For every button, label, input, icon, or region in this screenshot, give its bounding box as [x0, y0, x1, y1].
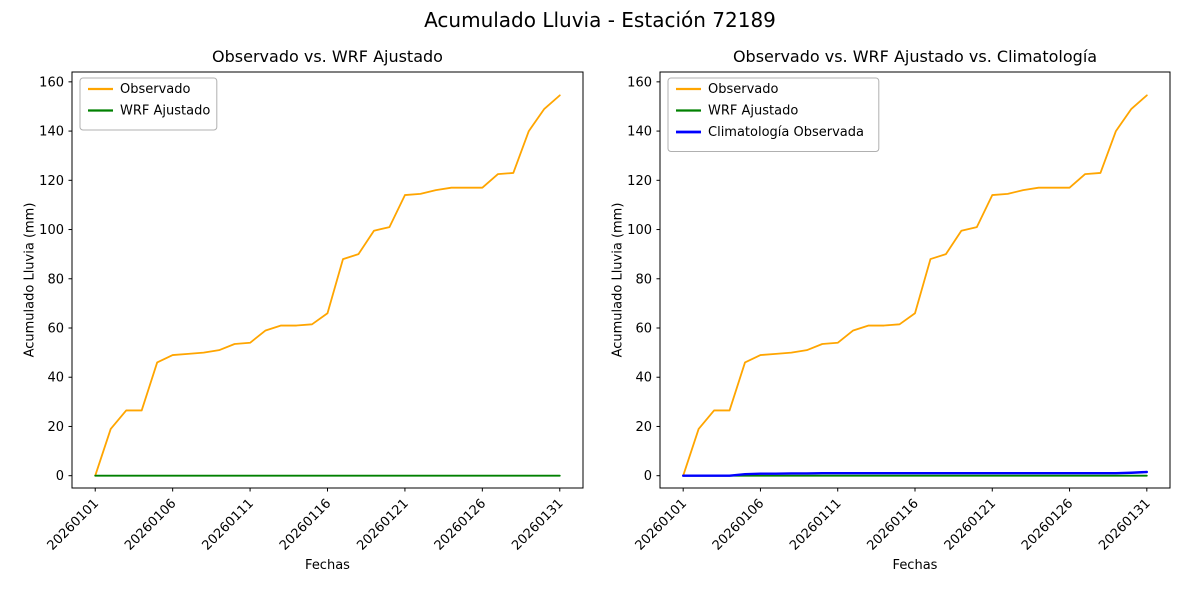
- figure-title: Acumulado Lluvia - Estación 72189: [424, 8, 776, 32]
- series-line-observado: [682, 94, 1148, 477]
- y-tick-label: 160: [627, 75, 652, 90]
- y-tick-label: 80: [635, 272, 652, 287]
- series-line-climatolog-a-observada: [681, 470, 1149, 477]
- y-tick-label: 0: [56, 469, 64, 484]
- x-tick-label: 20260131: [1096, 496, 1153, 553]
- y-tick-label: 40: [635, 371, 652, 386]
- legend-label: WRF Ajustado: [708, 104, 798, 119]
- x-tick-label: 20260121: [942, 496, 999, 553]
- x-tick-label: 20260106: [710, 496, 767, 553]
- y-tick-label: 100: [627, 223, 652, 238]
- x-tick-label: 20260101: [45, 496, 102, 553]
- x-tick-label: 20260101: [633, 496, 690, 553]
- legend-box: [667, 77, 880, 152]
- legend-box: [79, 77, 218, 131]
- y-tick-label: 80: [47, 272, 64, 287]
- y-tick-label: 40: [47, 371, 64, 386]
- left-x-axis-label: Fechas: [305, 558, 350, 573]
- axes-frame: [71, 71, 584, 489]
- right-x-axis-label: Fechas: [892, 558, 938, 573]
- y-tick-label: 60: [47, 322, 64, 337]
- y-tick-label: 140: [39, 125, 64, 140]
- y-tick-label: 140: [627, 125, 652, 140]
- y-tick-label: 20: [635, 420, 652, 435]
- y-tick-label: 60: [635, 322, 652, 337]
- legend-label: Observado: [708, 82, 779, 97]
- x-tick-label: 20260116: [864, 496, 921, 553]
- x-tick-label: 20260116: [277, 496, 334, 553]
- y-tick-label: 20: [47, 420, 64, 435]
- x-tick-label: 20260126: [1019, 496, 1076, 553]
- x-tick-label: 20260111: [787, 496, 844, 553]
- y-tick-label: 120: [627, 174, 652, 189]
- x-tick-label: 20260111: [200, 496, 257, 553]
- y-tick-label: 0: [644, 469, 652, 484]
- left-subplot-title: Observado vs. WRF Ajustado: [212, 47, 443, 66]
- series-line-observado: [94, 94, 561, 477]
- right-subplot-title: Observado vs. WRF Ajustado vs. Climatolo…: [732, 47, 1098, 66]
- y-tick-label: 100: [39, 223, 64, 238]
- left-subplot: 0 20 40 60 80 100 120 140 160 20260101 20260106 202…: [39, 71, 584, 554]
- legend-label: Climatología Observada: [708, 125, 864, 140]
- legend-label: WRF Ajustado: [120, 104, 210, 119]
- x-tick-label: 20260131: [509, 496, 566, 553]
- y-tick-label: 160: [39, 75, 64, 90]
- x-tick-label: 20260126: [432, 496, 489, 553]
- x-tick-label: 20260106: [122, 496, 179, 553]
- right-subplot: 0 20 40 60 80 100 120 140 160 20260101 20260106 202…: [627, 71, 1171, 554]
- legend-label: Observado: [120, 82, 191, 97]
- x-tick-label: 20260121: [354, 496, 411, 553]
- y-tick-label: 120: [39, 174, 64, 189]
